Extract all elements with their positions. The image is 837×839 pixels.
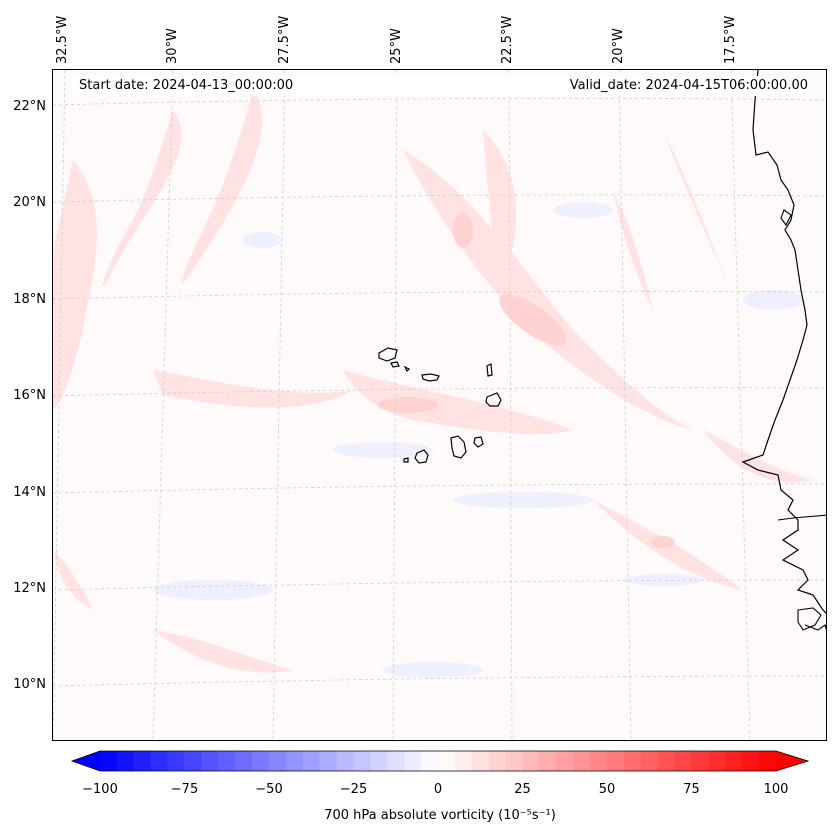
start-date-label: Start date: 2024-04-13_00:00:00: [79, 78, 294, 93]
vorticity-map: [53, 70, 826, 740]
colorbar-segment: [421, 751, 439, 771]
colorbar-extend-min: [72, 751, 100, 771]
colorbar-title: 700 hPa absolute vorticity (10⁻⁵s⁻¹): [324, 808, 556, 823]
lat-label-12n: 12°N: [13, 581, 46, 596]
colorbar-segment: [387, 751, 405, 771]
lat-label-20n: 20°N: [13, 195, 46, 210]
colorbar-segment: [438, 751, 456, 771]
colorbar-segment: [640, 751, 659, 771]
colorbar-segment: [471, 751, 490, 771]
colorbar-outline: [70, 750, 810, 772]
colorbar-segment: [167, 751, 185, 771]
colorbar-segment: [590, 751, 608, 771]
colorbar-segment: [556, 751, 574, 771]
colorbar-segment: [657, 751, 676, 771]
colorbar-segment: [218, 751, 236, 771]
colorbar-segment: [708, 751, 726, 771]
lon-label-25w: 25°W: [389, 28, 404, 64]
colorbar-segment: [184, 751, 202, 771]
colorbar-segment: [674, 751, 692, 771]
header-band: [72, 76, 808, 96]
colorbar-tick-label: 25: [514, 782, 531, 797]
cape-verde-islands: [378, 347, 502, 464]
valid-date-label: Valid_date: 2024-04-15T06:00:00.00: [569, 78, 808, 93]
colorbar-segment: [759, 751, 777, 771]
colorbar-tick-label: 100: [763, 782, 789, 797]
lon-label-20w: 20°W: [611, 28, 626, 64]
colorbar-segment: [353, 751, 371, 771]
positive-vorticity-field: [53, 90, 813, 673]
lon-label-27-5w: 27.5°W: [277, 15, 292, 64]
colorbar-tick-label: −100: [82, 782, 118, 797]
africa-coastline: [741, 70, 826, 614]
colorbar-segment: [623, 751, 642, 771]
lon-label-17-5w: 17.5°W: [723, 15, 738, 64]
lat-label-14n: 14°N: [13, 485, 46, 500]
lat-label-18n: 18°N: [13, 292, 46, 307]
colorbar-tick-label: −25: [339, 782, 368, 797]
colorbar-segment: [404, 751, 422, 771]
colorbar-segment: [742, 751, 760, 771]
colorbar-segment: [725, 751, 743, 771]
negative-vorticity-field: [153, 202, 803, 678]
colorbar-segment: [488, 751, 507, 771]
colorbar-tick-label: 0: [433, 782, 443, 797]
colorbar-segment: [100, 751, 118, 771]
map-panel: [52, 69, 827, 741]
lat-label-22n: 22°N: [13, 99, 46, 114]
coastline-details: [777, 209, 826, 631]
colorbar-segment: [235, 751, 253, 771]
colorbar-segment: [539, 751, 557, 771]
colorbar-segment: [116, 751, 135, 771]
colorbar-segment: [302, 751, 321, 771]
stronger-positive-vorticity: [378, 212, 675, 548]
lat-label-10n: 10°N: [13, 677, 46, 692]
colorbar-segment: [522, 751, 540, 771]
colorbar-segment: [370, 751, 388, 771]
colorbar-segment: [336, 751, 354, 771]
colorbar: [70, 745, 810, 777]
colorbar-segment: [319, 751, 338, 771]
colorbar-segment: [573, 751, 591, 771]
colorbar-segment: [252, 751, 270, 771]
colorbar-extend-max: [776, 751, 808, 771]
colorbar-segment: [269, 751, 287, 771]
colorbar-segment: [133, 751, 152, 771]
colorbar-tick-label: 75: [683, 782, 700, 797]
colorbar-segment: [201, 751, 219, 771]
colorbar-tick-label: −75: [170, 782, 199, 797]
lon-label-30w: 30°W: [165, 28, 180, 64]
colorbar-segment: [505, 751, 523, 771]
lon-label-22-5w: 22.5°W: [500, 15, 515, 64]
colorbar-segment: [691, 751, 709, 771]
colorbar-tick-label: 50: [598, 782, 616, 797]
lon-label-32-5w: 32.5°W: [55, 15, 70, 64]
colorbar-segment: [285, 751, 304, 771]
colorbar-segment: [454, 751, 473, 771]
colorbar-svg: [70, 750, 810, 772]
colorbar-segment: [150, 751, 169, 771]
graticule: [53, 70, 826, 740]
colorbar-segment: [607, 751, 625, 771]
colorbar-tick-label: −50: [255, 782, 283, 797]
lat-label-16n: 16°N: [13, 388, 46, 403]
